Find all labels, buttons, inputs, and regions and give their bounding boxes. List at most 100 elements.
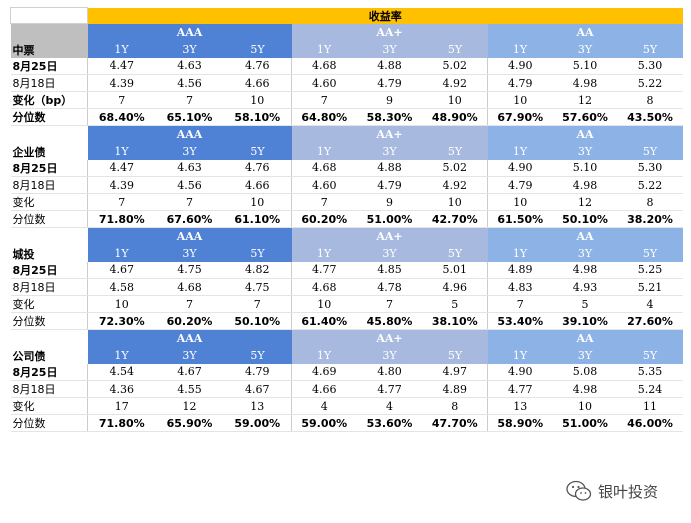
term-header: 5Y <box>422 346 488 364</box>
watermark-text: 银叶投资 <box>598 482 659 501</box>
percentile-cell: 64.80% <box>291 108 357 126</box>
row-label: 变化 <box>10 397 88 415</box>
percentile-cell: 58.90% <box>487 414 553 432</box>
value-cell: 4 <box>617 295 683 313</box>
value-cell: 10 <box>223 91 292 109</box>
value-cell: 7 <box>223 295 292 313</box>
value-cell: 8 <box>617 193 683 211</box>
watermark: 银叶投资 <box>566 480 658 502</box>
value-cell: 4.68 <box>291 278 357 296</box>
value-cell: 4.55 <box>155 380 224 398</box>
value-cell: 4.96 <box>422 278 488 296</box>
value-cell: 7 <box>155 91 224 109</box>
percentile-cell: 38.20% <box>617 210 683 228</box>
section-title: 中票 <box>10 23 88 58</box>
value-cell: 5.21 <box>617 278 683 296</box>
percentile-cell: 27.60% <box>617 312 683 330</box>
percentile-cell: 61.10% <box>223 210 292 228</box>
value-cell: 4.88 <box>356 57 423 75</box>
value-cell: 4.75 <box>223 278 292 296</box>
grade-header: AAA <box>87 23 292 41</box>
value-cell: 4.98 <box>552 176 618 194</box>
value-cell: 4.68 <box>291 57 357 75</box>
value-cell: 4.60 <box>291 176 357 194</box>
term-header: 3Y <box>155 244 224 262</box>
value-cell: 12 <box>552 91 618 109</box>
value-cell: 8 <box>617 91 683 109</box>
value-cell: 4.97 <box>422 363 488 381</box>
percentile-cell: 39.10% <box>552 312 618 330</box>
percentile-cell: 50.10% <box>552 210 618 228</box>
value-cell: 13 <box>223 397 292 415</box>
percentile-cell: 57.60% <box>552 108 618 126</box>
term-header: 5Y <box>617 40 683 58</box>
value-cell: 4.58 <box>87 278 156 296</box>
value-cell: 4.79 <box>223 363 292 381</box>
term-header: 5Y <box>422 40 488 58</box>
value-cell: 5.01 <box>422 261 488 279</box>
value-cell: 4.66 <box>223 176 292 194</box>
value-cell: 4.90 <box>487 57 553 75</box>
term-header: 1Y <box>291 346 357 364</box>
term-header: 5Y <box>422 142 488 160</box>
value-cell: 5.02 <box>422 159 488 177</box>
percentile-cell: 60.20% <box>291 210 357 228</box>
term-header: 1Y <box>291 40 357 58</box>
value-cell: 4.76 <box>223 159 292 177</box>
percentile-cell: 59.00% <box>291 414 357 432</box>
term-header: 5Y <box>223 40 292 58</box>
percentile-cell: 51.00% <box>356 210 423 228</box>
percentile-cell: 50.10% <box>223 312 292 330</box>
row-label: 8月25日 <box>10 261 88 279</box>
value-cell: 4.79 <box>487 176 553 194</box>
value-cell: 4.39 <box>87 74 156 92</box>
value-cell: 4.77 <box>356 380 423 398</box>
term-header: 3Y <box>155 40 224 58</box>
value-cell: 4.56 <box>155 74 224 92</box>
value-cell: 7 <box>356 295 423 313</box>
row-label: 分位数 <box>10 210 88 228</box>
term-header: 1Y <box>487 142 553 160</box>
value-cell: 8 <box>422 397 488 415</box>
row-label: 变化 <box>10 295 88 313</box>
value-cell: 7 <box>87 193 156 211</box>
yield-table: 收益率 中票 AAA AA+ AA 1Y 3Y 5Y 1Y 3Y 5Y 1Y 3Y 5Y 8月25日 4.4… <box>10 7 683 432</box>
value-cell: 9 <box>356 91 423 109</box>
yield-title: 收益率 <box>87 7 683 24</box>
value-cell: 4.76 <box>223 57 292 75</box>
value-cell: 10 <box>223 193 292 211</box>
percentile-cell: 59.00% <box>223 414 292 432</box>
value-cell: 5.30 <box>617 57 683 75</box>
percentile-cell: 60.20% <box>155 312 224 330</box>
value-cell: 11 <box>617 397 683 415</box>
percentile-cell: 65.10% <box>155 108 224 126</box>
value-cell: 9 <box>356 193 423 211</box>
grade-header: AA <box>487 125 683 143</box>
value-cell: 5.22 <box>617 74 683 92</box>
value-cell: 4.63 <box>155 57 224 75</box>
value-cell: 4.92 <box>422 74 488 92</box>
value-cell: 4.79 <box>487 74 553 92</box>
value-cell: 4.90 <box>487 363 553 381</box>
value-cell: 4.66 <box>291 380 357 398</box>
term-header: 5Y <box>617 244 683 262</box>
term-header: 5Y <box>617 346 683 364</box>
value-cell: 4 <box>291 397 357 415</box>
value-cell: 4.92 <box>422 176 488 194</box>
term-header: 5Y <box>422 244 488 262</box>
value-cell: 5.02 <box>422 57 488 75</box>
wechat-icon <box>566 480 592 501</box>
value-cell: 10 <box>487 91 553 109</box>
grade-header: AAA <box>87 227 292 245</box>
percentile-cell: 53.60% <box>356 414 423 432</box>
value-cell: 4.93 <box>552 278 618 296</box>
grade-header: AA+ <box>291 125 488 143</box>
value-cell: 4.63 <box>155 159 224 177</box>
value-cell: 4.68 <box>155 278 224 296</box>
percentile-cell: 43.50% <box>617 108 683 126</box>
value-cell: 7 <box>291 193 357 211</box>
value-cell: 5.22 <box>617 176 683 194</box>
value-cell: 10 <box>487 193 553 211</box>
term-header: 1Y <box>87 142 156 160</box>
row-label: 8月25日 <box>10 159 88 177</box>
